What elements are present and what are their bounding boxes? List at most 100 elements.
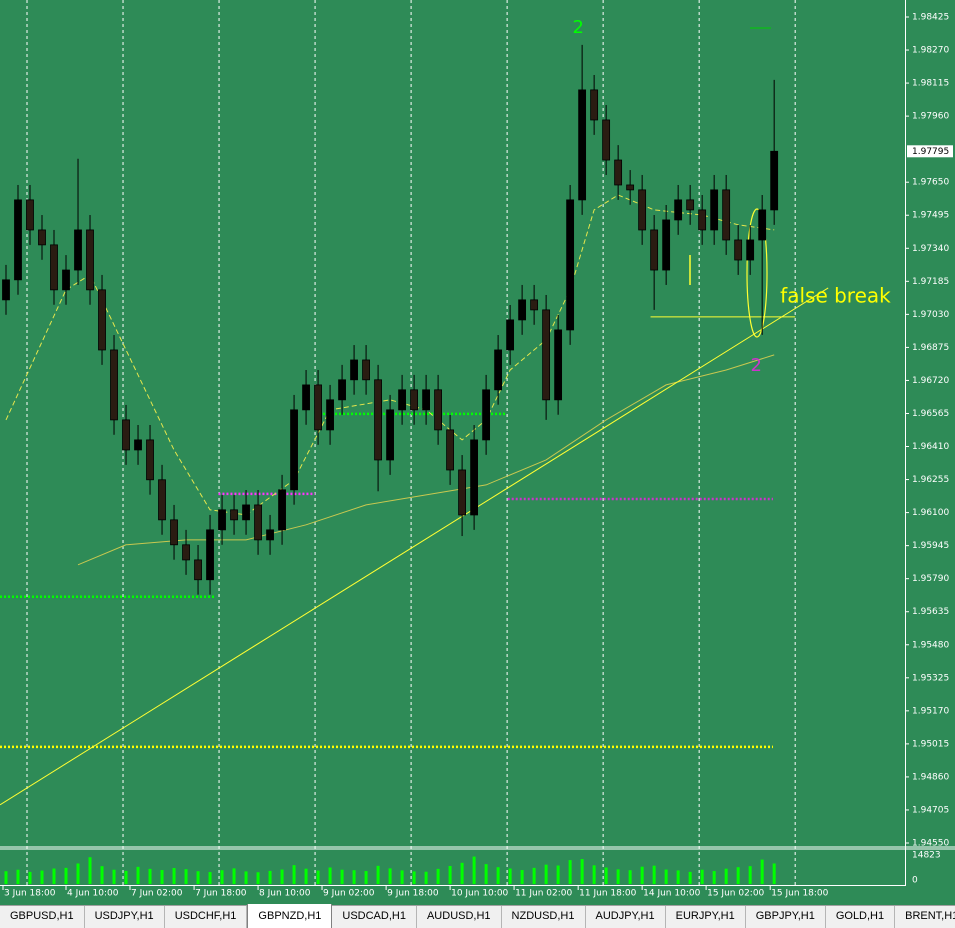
symbol-tab[interactable]: USDCAD,H1 <box>332 906 417 928</box>
candle-body <box>98 289 106 351</box>
candle-body <box>722 189 731 241</box>
volume-bar <box>604 867 608 884</box>
y-tick-label: 1.98115 <box>912 79 949 89</box>
x-tick-label: 7 Jun 02:00 <box>131 889 183 899</box>
candle-body <box>62 269 70 291</box>
candle-body <box>686 199 695 211</box>
volume-bar <box>628 870 632 884</box>
candle-body <box>758 209 767 241</box>
volume-bar <box>244 871 248 884</box>
volume-bar <box>568 860 572 884</box>
volume-bar <box>220 870 224 884</box>
volume-bar <box>124 870 128 884</box>
candle-body <box>662 219 671 271</box>
candle-body <box>614 159 623 186</box>
volume-bar <box>520 870 524 884</box>
volume-tick-label: 14823 <box>912 851 941 861</box>
volume-bar <box>616 869 620 884</box>
volume-bar <box>400 870 404 884</box>
volume-bar <box>328 867 332 884</box>
y-tick-label: 1.96100 <box>912 508 949 518</box>
candle-body <box>218 509 226 531</box>
x-tick-label: 8 Jun 10:00 <box>259 889 311 899</box>
candle-body <box>326 399 334 431</box>
volume-bar <box>496 867 500 884</box>
price-chart: 1.98425 1.98270 1.98115 1.97960 1.97650 1.974… <box>0 0 955 899</box>
candle-body <box>182 544 190 561</box>
volume-bar <box>544 864 548 884</box>
x-tick-label: 11 Jun 02:00 <box>515 889 572 899</box>
candle-body <box>542 309 551 401</box>
volume-bar <box>304 868 308 884</box>
y-tick-label: 1.97960 <box>912 112 949 122</box>
volume-bar <box>352 870 356 884</box>
volume-bar <box>136 866 140 884</box>
volume-bar <box>52 868 56 884</box>
volume-bar <box>760 859 764 884</box>
candle-body <box>350 359 358 381</box>
symbol-tab[interactable]: GBPNZD,H1 <box>247 904 333 928</box>
candle-body <box>530 299 539 311</box>
volume-bar <box>640 866 644 884</box>
x-tick-label: 15 Jun 02:00 <box>707 889 764 899</box>
symbol-tab[interactable]: BRENT,H1 <box>895 906 955 928</box>
volume-bar <box>436 868 440 884</box>
volume-bar <box>208 872 212 884</box>
candle-body <box>590 89 599 121</box>
symbol-tab[interactable]: NZDUSD,H1 <box>502 906 586 928</box>
volume-bar <box>556 865 560 884</box>
candle-body <box>746 239 755 261</box>
volume-bar <box>64 867 68 884</box>
y-tick-label: 1.97030 <box>912 310 949 320</box>
symbol-tab[interactable]: GBPUSD,H1 <box>0 906 85 928</box>
candle-body <box>566 199 575 331</box>
volume-bar <box>28 871 32 884</box>
candle-body <box>314 384 322 431</box>
volume-bar <box>460 862 464 884</box>
candle-body <box>122 419 130 451</box>
symbol-tab[interactable]: GBPJPY,H1 <box>746 906 826 928</box>
candle-body <box>266 529 274 541</box>
volume-bar <box>652 865 656 884</box>
symbol-tab[interactable]: AUDUSD,H1 <box>417 906 502 928</box>
volume-bar <box>364 871 368 884</box>
symbol-tab[interactable]: USDJPY,H1 <box>85 906 165 928</box>
volume-bar <box>532 867 536 884</box>
x-tick-label: 4 Jun 10:00 <box>67 889 119 899</box>
candle-body <box>26 199 34 231</box>
candle-body <box>74 229 82 271</box>
volume-bar <box>4 871 8 884</box>
volume-bar <box>292 865 296 884</box>
y-tick-label: 1.95480 <box>912 640 949 650</box>
y-tick-label: 1.96875 <box>912 343 949 353</box>
candle-body <box>410 389 418 411</box>
candle-body <box>638 189 647 231</box>
volume-bar <box>388 868 392 884</box>
candle-body <box>458 469 467 516</box>
x-tick-label: 3 Jun 18:00 <box>4 889 56 899</box>
candle-body <box>734 239 743 261</box>
x-tick-label: 7 Jun 18:00 <box>195 889 247 899</box>
x-tick-label: 15 Jun 18:00 <box>771 889 828 899</box>
candle-body <box>374 379 382 461</box>
symbol-tab[interactable]: EURJPY,H1 <box>666 906 746 928</box>
candle-body <box>242 504 250 521</box>
candle-body <box>650 229 659 271</box>
candle-body <box>278 489 286 531</box>
candle-body <box>398 389 406 411</box>
symbol-tab[interactable]: GOLD,H1 <box>826 906 896 928</box>
volume-bar <box>592 865 596 884</box>
y-tick-label: 1.95325 <box>912 673 949 683</box>
annotation: 2 <box>750 355 761 376</box>
symbol-tabs: GBPUSD,H1 USDJPY,H1 USDCHF,H1 GBPNZD,H1 USDC… <box>0 904 955 928</box>
volume-bar <box>280 869 284 884</box>
volume-bar <box>112 869 116 884</box>
volume-bar <box>712 871 716 884</box>
candle-body <box>578 89 587 201</box>
volume-bar <box>148 868 152 884</box>
symbol-tab[interactable]: AUDJPY,H1 <box>586 906 666 928</box>
candle-body <box>302 384 310 411</box>
candle-body <box>602 119 611 161</box>
candle-body <box>158 479 166 521</box>
symbol-tab[interactable]: USDCHF,H1 <box>165 906 248 928</box>
